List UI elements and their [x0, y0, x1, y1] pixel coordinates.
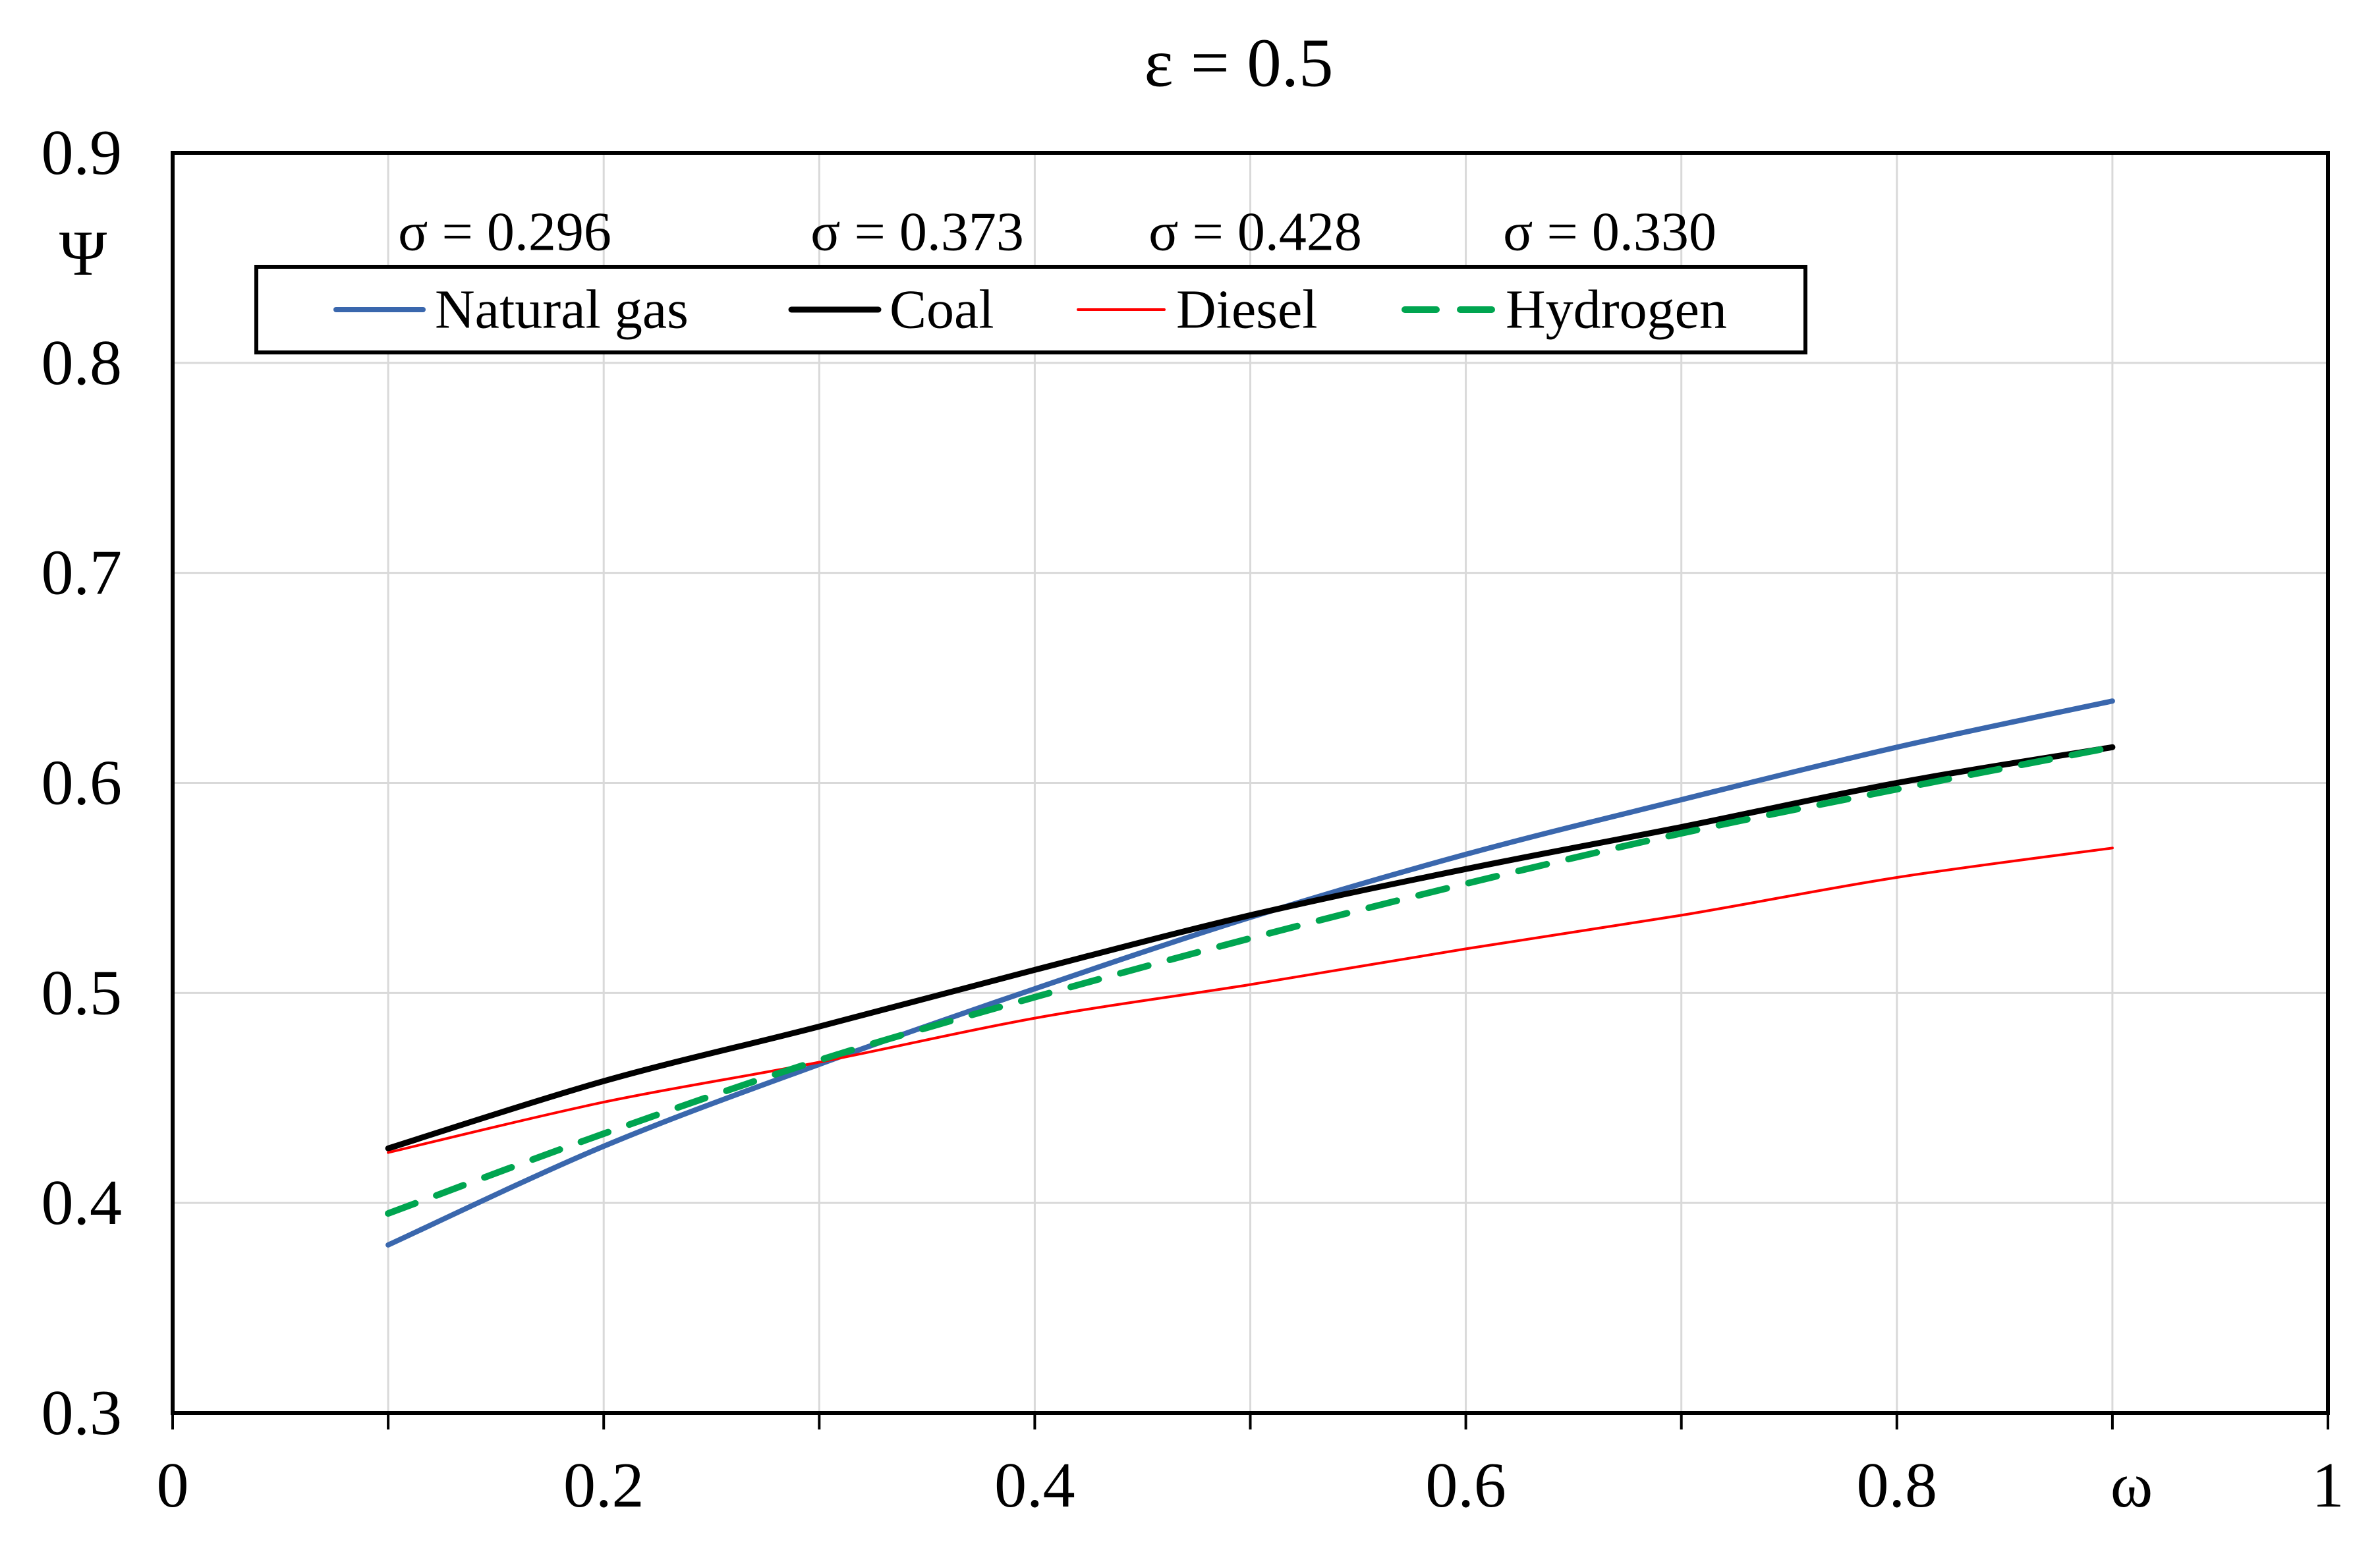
sigma-annotations: σ = 0.296 σ = 0.373 σ = 0.428 σ = 0.330	[398, 202, 1716, 263]
x-tick-label: 1	[2312, 1450, 2344, 1521]
x-tick-label: 0.4	[994, 1450, 1075, 1521]
x-axis-labels: 0 0.2 0.4 0.6 0.8 1	[157, 1450, 2344, 1521]
chart-title: ε = 0.5	[1144, 24, 1333, 101]
legend-label: Diesel	[1176, 279, 1318, 341]
gridlines	[173, 153, 2328, 1413]
y-tick-label: 0.7	[42, 538, 123, 609]
sigma-annotation: σ = 0.330	[1503, 202, 1716, 263]
curves	[385, 698, 2116, 1248]
legend: Natural gas Coal Diesel Hydrogen	[254, 265, 1807, 354]
x-tick-label: 0.2	[563, 1450, 644, 1521]
axis-ticks	[171, 1413, 2329, 1429]
y-tick-label: 0.6	[42, 748, 123, 819]
y-axis-title: Ψ	[59, 218, 107, 289]
legend-label: Coal	[890, 279, 994, 341]
curve-hydrogen	[385, 744, 2116, 1217]
curve-diesel	[387, 846, 2114, 1154]
legend-label: Natural gas	[435, 279, 689, 341]
sigma-annotation: σ = 0.296	[398, 202, 611, 263]
y-tick-label: 0.4	[42, 1167, 123, 1238]
x-axis-title: ω	[2111, 1450, 2153, 1521]
x-tick-label: 0.6	[1425, 1450, 1506, 1521]
sigma-annotation: σ = 0.428	[1148, 202, 1362, 263]
x-tick-label: 0	[157, 1450, 189, 1521]
y-tick-label: 0.5	[42, 957, 123, 1028]
sigma-annotation: σ = 0.373	[810, 202, 1024, 263]
y-tick-label: 0.8	[42, 327, 123, 399]
legend-box	[254, 265, 1807, 354]
y-tick-label: 0.9	[42, 117, 123, 188]
x-tick-label: 0.8	[1857, 1450, 1938, 1521]
curve-coal	[385, 744, 2116, 1151]
y-axis-labels: 0.9 0.8 0.7 0.6 0.5 0.4 0.3	[42, 117, 123, 1449]
y-tick-label: 0.3	[42, 1377, 123, 1449]
legend-label: Hydrogen	[1506, 279, 1727, 341]
